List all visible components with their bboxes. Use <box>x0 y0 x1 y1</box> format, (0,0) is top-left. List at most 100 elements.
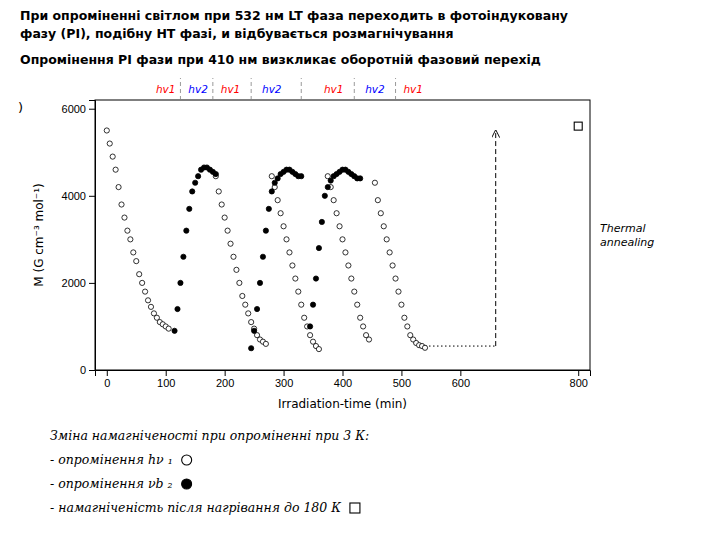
y-axis: 0 2000 4000 6000 <box>62 101 96 377</box>
point <box>266 206 271 211</box>
point <box>125 228 130 233</box>
tick: 400 <box>334 370 352 389</box>
point <box>393 276 398 281</box>
point <box>175 306 180 311</box>
point <box>299 174 304 179</box>
point <box>240 293 245 298</box>
point <box>260 254 265 259</box>
point <box>166 326 171 331</box>
point <box>340 237 345 242</box>
point <box>337 224 342 229</box>
band-label: hv2 <box>365 83 385 95</box>
point <box>249 346 254 351</box>
series <box>574 122 582 130</box>
point <box>399 302 404 307</box>
point <box>184 228 189 233</box>
point <box>269 189 274 194</box>
point <box>355 302 360 307</box>
tick-label: 0 <box>80 364 86 376</box>
legend-swatch <box>182 479 192 489</box>
point <box>366 337 371 342</box>
band-label: hv1 <box>221 83 241 95</box>
tick: 6000 <box>62 103 95 115</box>
point <box>331 198 336 203</box>
band-boundary <box>395 78 396 100</box>
x-axis: 0100200300400500600800 <box>96 370 591 389</box>
tick-label: 300 <box>275 377 293 389</box>
point <box>284 237 289 242</box>
legend-entry: - намагніченість після нагрівання до 180… <box>50 500 341 515</box>
point <box>107 141 112 146</box>
point <box>390 263 395 268</box>
tick-label: 600 <box>452 377 470 389</box>
tick-label: 2000 <box>62 277 86 289</box>
legend-entry: - опромінення νb ₂ <box>50 476 173 491</box>
point <box>302 315 307 320</box>
point <box>219 202 224 207</box>
tick-mark <box>225 370 226 376</box>
point <box>278 211 283 216</box>
x-axis-title: Irradiation-time (min) <box>278 397 407 411</box>
point <box>307 324 312 329</box>
tick: 4000 <box>62 190 95 202</box>
legend-entry: - опромінення hν ₁ <box>50 452 173 467</box>
point <box>422 345 427 350</box>
point <box>396 289 401 294</box>
point <box>313 276 318 281</box>
tick-mark <box>89 283 95 284</box>
point <box>243 302 248 307</box>
point <box>137 272 142 277</box>
reference-line <box>425 346 495 347</box>
tick-mark <box>578 370 579 376</box>
y-axis-title: M (G cm⁻³ mol⁻¹) <box>32 183 46 286</box>
legend: - опромінення hν ₁ - опромінення νb ₂ - на… <box>50 452 360 515</box>
band-label: hv1 <box>156 83 176 95</box>
tick: 100 <box>157 370 175 389</box>
point <box>378 211 383 216</box>
tick: 800 <box>570 370 588 389</box>
band-boundary <box>180 78 181 100</box>
point <box>252 328 257 333</box>
point <box>375 198 380 203</box>
point <box>131 250 136 255</box>
point <box>225 228 230 233</box>
point <box>237 280 242 285</box>
point <box>343 250 348 255</box>
point <box>293 276 298 281</box>
point <box>222 215 227 220</box>
tick-label: 200 <box>216 377 234 389</box>
tick-mark <box>343 370 344 376</box>
point <box>116 184 121 189</box>
point <box>281 224 286 229</box>
point <box>234 267 239 272</box>
point <box>361 324 366 329</box>
tick-mark <box>166 370 167 376</box>
tick-label: 400 <box>334 377 352 389</box>
point <box>290 263 295 268</box>
point <box>113 167 118 172</box>
point <box>358 315 363 320</box>
tick: 500 <box>393 370 411 389</box>
point <box>257 280 262 285</box>
point <box>148 304 153 309</box>
point <box>128 237 133 242</box>
band-boundary <box>251 78 252 100</box>
point <box>381 224 386 229</box>
legend-heading: Зміна намагніченості при опроміненні при… <box>50 428 369 443</box>
legend-swatch <box>182 455 192 465</box>
legend-swatch <box>350 503 360 513</box>
point <box>249 319 254 324</box>
point <box>263 228 268 233</box>
tick-mark <box>460 370 461 376</box>
band-boundary <box>212 78 213 100</box>
subtitle: Опромінення PI фази при 410 нм визкликає… <box>20 52 541 67</box>
point <box>196 174 201 179</box>
point <box>319 219 324 224</box>
point <box>216 189 221 194</box>
band-boundary <box>354 78 355 100</box>
point <box>384 237 389 242</box>
point <box>334 211 339 216</box>
point <box>349 276 354 281</box>
point <box>172 328 177 333</box>
band-label: hv2 <box>262 83 282 95</box>
